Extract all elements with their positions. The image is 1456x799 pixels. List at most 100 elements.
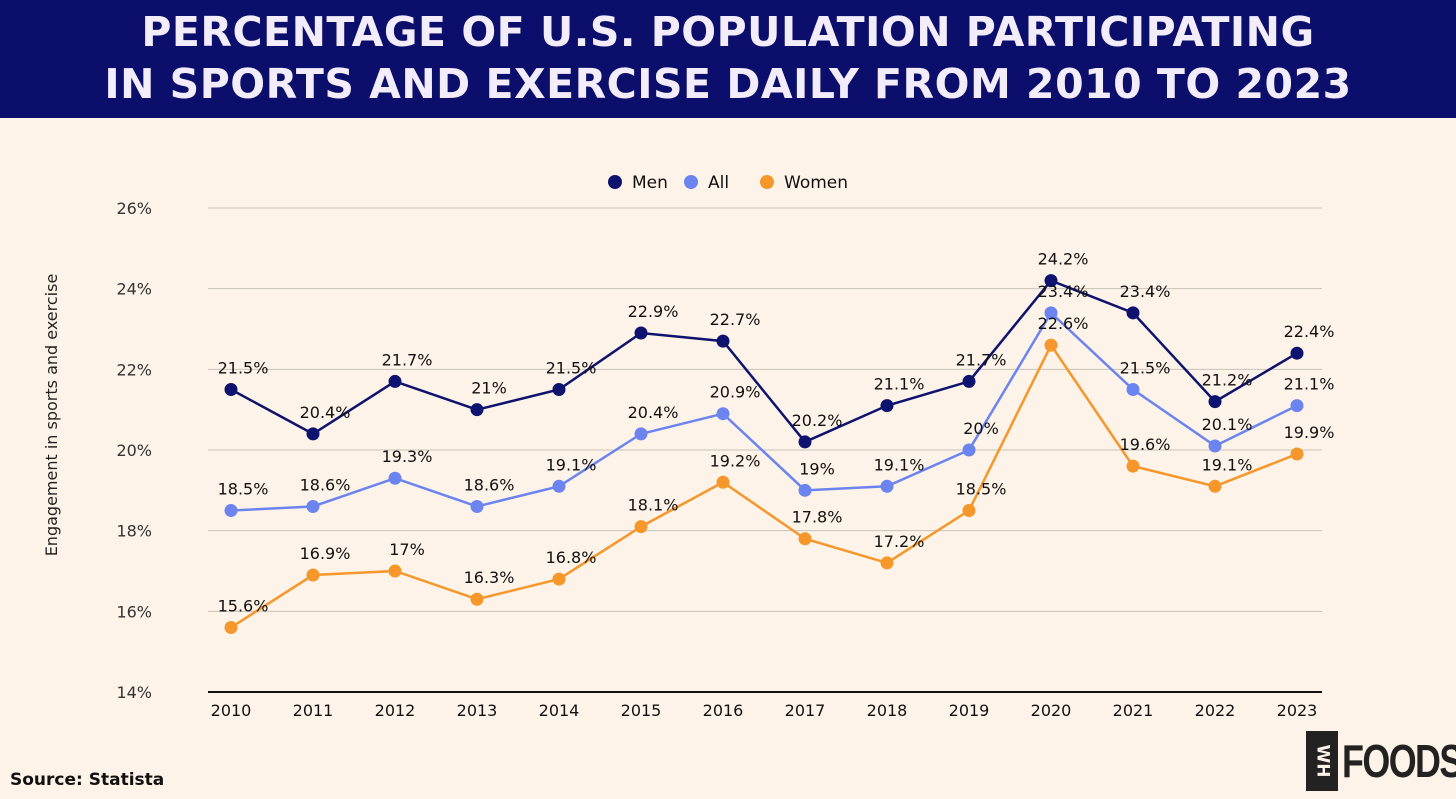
data-point-women [716, 475, 730, 489]
data-label-men: 21.2% [1202, 371, 1253, 390]
legend-label-all: All [708, 173, 729, 193]
data-point-men [716, 334, 730, 348]
data-label-all: 20% [963, 419, 999, 438]
data-label-women: 16.9% [300, 544, 351, 563]
data-label-all: 19.1% [874, 455, 925, 474]
data-label-all: 18.5% [218, 480, 269, 499]
data-point-all [962, 443, 976, 457]
data-label-all: 23.4% [1038, 282, 1089, 301]
data-point-men [552, 383, 566, 396]
data-point-all [552, 479, 566, 493]
logo-word: FOODS [1342, 735, 1456, 787]
data-label-women: 15.6% [218, 596, 269, 615]
data-point-women [306, 568, 320, 582]
data-label-all: 20.9% [710, 383, 761, 402]
data-label-all: 18.6% [464, 475, 515, 494]
data-label-men: 21% [471, 379, 507, 398]
data-point-all [1208, 439, 1222, 453]
data-label-all: 19% [799, 459, 835, 478]
y-tick-label: 18% [116, 522, 152, 541]
data-point-women [1126, 459, 1140, 473]
data-label-all: 20.1% [1202, 415, 1253, 434]
data-label-men: 20.4% [300, 403, 351, 422]
data-point-men [224, 383, 238, 396]
x-tick-label: 2011 [293, 701, 334, 720]
y-tick-label: 20% [116, 441, 152, 460]
data-point-men [388, 374, 402, 388]
data-point-women [1290, 447, 1304, 461]
logo-box-text: WH [1312, 744, 1333, 778]
title-line-1: PERCENTAGE OF U.S. POPULATION PARTICIPAT… [141, 8, 1315, 56]
data-label-men: 22.4% [1284, 322, 1335, 341]
data-point-men [798, 435, 812, 449]
y-tick-label: 22% [116, 360, 152, 379]
data-point-men [306, 427, 320, 441]
data-point-all [798, 483, 812, 497]
x-tick-label: 2016 [703, 701, 744, 720]
data-point-men [962, 374, 976, 388]
data-point-women [1208, 479, 1222, 493]
x-tick-label: 2021 [1113, 701, 1154, 720]
x-tick-label: 2018 [867, 701, 908, 720]
x-tick-label: 2017 [785, 701, 826, 720]
data-label-women: 18.1% [628, 496, 679, 515]
data-point-women [880, 556, 894, 570]
data-label-men: 21.5% [546, 359, 597, 378]
data-label-women: 19.2% [710, 451, 761, 470]
data-label-men: 20.2% [792, 411, 843, 430]
y-tick-label: 26% [116, 199, 152, 218]
x-tick-label: 2022 [1195, 701, 1236, 720]
data-point-women [962, 504, 976, 517]
data-label-women: 16.8% [546, 548, 597, 567]
data-label-all: 20.4% [628, 403, 679, 422]
data-label-women: 18.5% [956, 480, 1007, 499]
data-label-men: 22.7% [710, 310, 761, 329]
data-label-men: 21.5% [218, 359, 269, 378]
legend-marker-all [684, 175, 698, 189]
data-point-all [880, 479, 894, 493]
legend-label-women: Women [784, 173, 848, 193]
legend-marker-women [760, 175, 774, 189]
data-point-all [1044, 306, 1058, 320]
data-point-women [798, 532, 812, 546]
data-point-men [1290, 346, 1304, 360]
data-point-all [470, 499, 484, 513]
data-point-women [552, 572, 566, 586]
data-point-all [634, 427, 648, 441]
x-tick-label: 2019 [949, 701, 990, 720]
data-point-men [1126, 306, 1140, 320]
y-tick-label: 24% [116, 280, 152, 299]
data-point-all [1126, 383, 1140, 396]
y-tick-label: 14% [116, 683, 152, 702]
logo-box: WH [1306, 731, 1338, 791]
x-tick-label: 2012 [375, 701, 416, 720]
data-label-women: 17% [389, 540, 425, 559]
x-tick-label: 2023 [1277, 701, 1318, 720]
x-tick-label: 2015 [621, 701, 662, 720]
data-label-men: 22.9% [628, 302, 679, 321]
data-label-women: 19.1% [1202, 455, 1253, 474]
data-label-all: 19.3% [382, 447, 433, 466]
data-label-women: 16.3% [464, 568, 515, 587]
data-point-men [634, 326, 648, 340]
data-point-men [880, 399, 894, 413]
y-axis-label: Engagement in sports and exercise [42, 274, 61, 557]
data-point-men [1208, 395, 1222, 409]
x-tick-label: 2013 [457, 701, 498, 720]
data-point-all [224, 504, 238, 517]
data-point-women [470, 592, 484, 606]
y-tick-label: 16% [116, 602, 152, 621]
data-label-women: 17.2% [874, 532, 925, 551]
data-label-men: 23.4% [1120, 282, 1171, 301]
chart-title: PERCENTAGE OF U.S. POPULATION PARTICIPAT… [0, 0, 1456, 118]
x-tick-label: 2020 [1031, 701, 1072, 720]
data-point-women [388, 564, 402, 578]
data-point-women [634, 520, 648, 534]
data-point-all [716, 407, 730, 421]
data-label-all: 21.1% [1284, 375, 1335, 394]
title-line-2: IN SPORTS AND EXERCISE DAILY FROM 2010 T… [104, 60, 1352, 108]
legend-marker-men [608, 175, 622, 189]
data-label-all: 18.6% [300, 475, 351, 494]
data-label-men: 21.1% [874, 375, 925, 394]
data-point-all [388, 471, 402, 485]
